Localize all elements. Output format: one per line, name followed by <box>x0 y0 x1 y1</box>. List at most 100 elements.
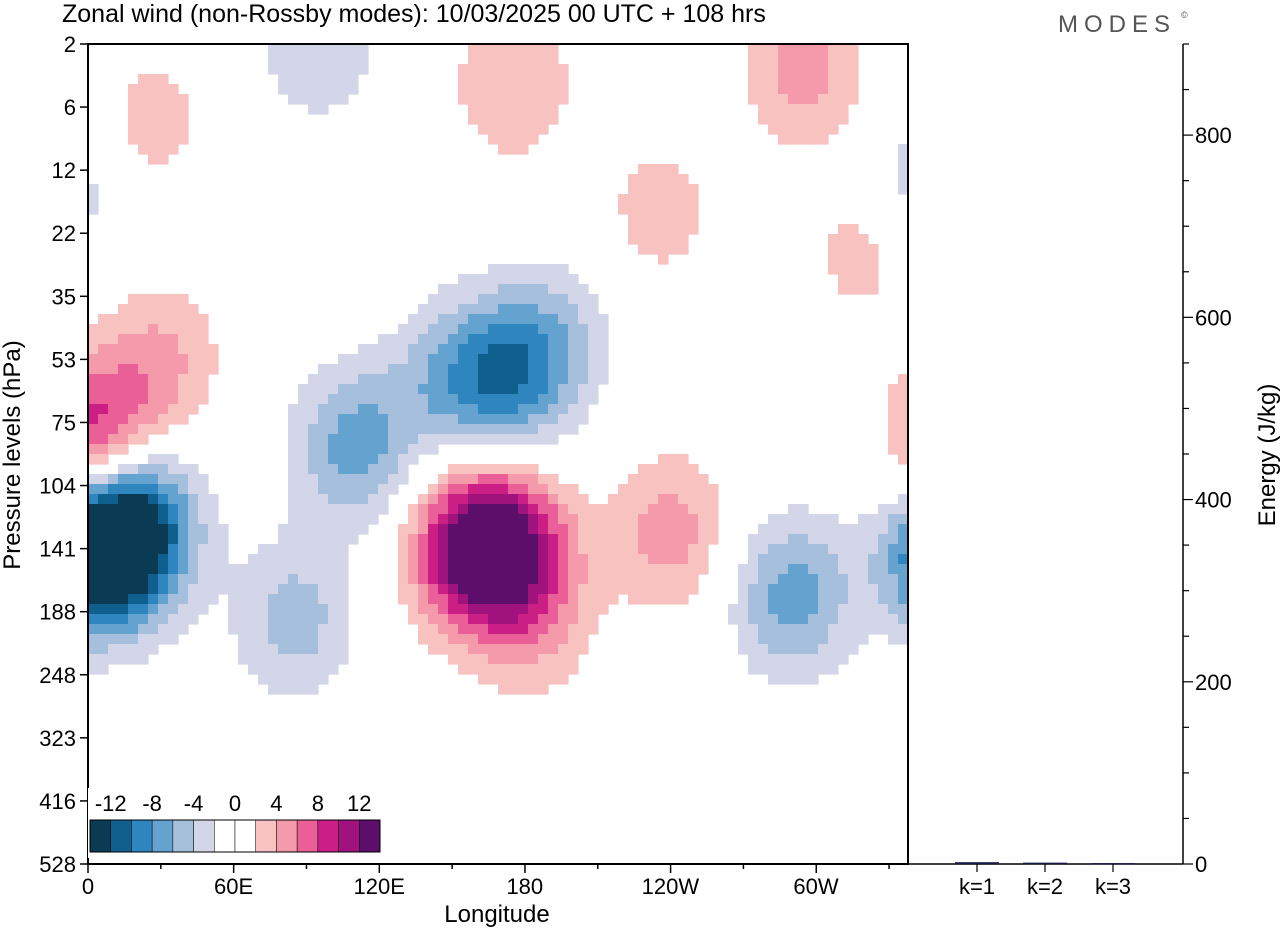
heatmap-cell <box>808 54 819 65</box>
heatmap-cell <box>628 474 639 485</box>
heatmap-cell <box>558 514 569 525</box>
heatmap-cell <box>558 64 569 75</box>
heatmap-cell <box>538 414 549 425</box>
heatmap-cell <box>568 364 579 375</box>
heatmap-cell <box>628 194 639 205</box>
heatmap-cell <box>418 324 429 335</box>
heatmap-cell <box>548 374 559 385</box>
heatmap-cell <box>688 524 699 535</box>
heatmap-cell <box>548 424 559 435</box>
heatmap-cell <box>338 634 349 645</box>
heatmap-cell <box>848 524 859 535</box>
heatmap-cell <box>468 364 479 375</box>
heatmap-cell <box>488 604 499 615</box>
heatmap-cell <box>648 584 659 595</box>
heatmap-cell <box>758 554 769 565</box>
heatmap-cell <box>548 494 559 505</box>
heatmap-cell <box>468 414 479 425</box>
heatmap-cell <box>778 614 789 625</box>
heatmap-cell <box>308 614 319 625</box>
heatmap-cell <box>898 434 909 445</box>
heatmap-cell <box>358 494 369 505</box>
heatmap-cell <box>288 454 299 465</box>
x-tick-label: 60W <box>793 874 838 899</box>
heatmap-cell <box>578 364 589 375</box>
heatmap-cell <box>858 634 869 645</box>
heatmap-cell <box>488 364 499 375</box>
x-axis: 0 60E 120E 180 120W 60W <box>82 864 890 899</box>
heatmap-cell <box>788 614 799 625</box>
heatmap-cell <box>268 624 279 635</box>
heatmap-cell <box>788 574 799 585</box>
heatmap-cell <box>828 604 839 615</box>
heatmap-cell <box>588 564 599 575</box>
heatmap-cell <box>338 84 349 95</box>
heatmap-cell <box>758 634 769 645</box>
heatmap-cell <box>538 644 549 655</box>
heatmap-cell <box>378 364 389 375</box>
heatmap-cell <box>458 314 469 325</box>
heatmap-cell <box>668 224 679 235</box>
heatmap-cell <box>448 464 459 475</box>
heatmap-cell <box>348 424 359 435</box>
heatmap-cell <box>228 614 239 625</box>
heatmap-cell <box>648 164 659 175</box>
heatmap-cell <box>778 134 789 145</box>
heatmap-cell <box>658 174 669 185</box>
heatmap-cell <box>148 114 159 125</box>
heatmap-cell <box>848 584 859 595</box>
heatmap-cell <box>418 584 429 595</box>
heatmap-cell <box>768 524 779 535</box>
heatmap-cell <box>518 304 529 315</box>
heatmap-cell <box>298 404 309 415</box>
heatmap-cell <box>268 674 279 685</box>
heatmap-cell <box>468 374 479 385</box>
heatmap-cell <box>88 594 99 605</box>
heatmap-cell <box>388 464 399 475</box>
energy-y-tick-label: 400 <box>1195 488 1232 513</box>
heatmap-cell <box>898 184 909 195</box>
heatmap-cell <box>338 424 349 435</box>
heatmap-cell <box>528 554 539 565</box>
heatmap-cell <box>508 504 519 515</box>
heatmap-cell <box>308 104 319 115</box>
heatmap-cell <box>828 644 839 655</box>
heatmap-cell <box>208 594 219 605</box>
heatmap-cell <box>88 424 99 435</box>
heatmap-cell <box>328 654 339 665</box>
heatmap-cell <box>258 544 269 555</box>
heatmap-cell <box>348 534 359 545</box>
heatmap-cell <box>328 574 339 585</box>
heatmap-cell <box>628 184 639 195</box>
heatmap-cell <box>108 634 119 645</box>
heatmap-cell <box>648 234 659 245</box>
heatmap-cell <box>818 564 829 575</box>
heatmap-cell <box>448 364 459 375</box>
heatmap-cell <box>748 654 759 665</box>
heatmap-cell <box>158 144 169 155</box>
heatmap-cell <box>558 304 569 315</box>
heatmap-cell <box>348 364 359 375</box>
heatmap-cell <box>618 514 629 525</box>
heatmap-cell <box>498 474 509 485</box>
heatmap-cell <box>188 334 199 345</box>
heatmap-cell <box>538 314 549 325</box>
heatmap-cell <box>528 544 539 555</box>
heatmap-cell <box>888 634 899 645</box>
heatmap-cell <box>88 184 99 195</box>
heatmap-cell <box>518 484 529 495</box>
heatmap-cell <box>338 574 349 585</box>
heatmap-cell <box>358 44 369 55</box>
heatmap-cell <box>838 244 849 255</box>
heatmap-cell <box>398 334 409 345</box>
heatmap-cell <box>488 534 499 545</box>
heatmap-cell <box>528 134 539 145</box>
heatmap-cell <box>278 554 289 565</box>
heatmap-cell <box>198 494 209 505</box>
heatmap-cell <box>628 534 639 545</box>
heatmap-cell <box>838 574 849 585</box>
energy-y-tick-label: 0 <box>1195 852 1207 877</box>
heatmap-cell <box>228 604 239 615</box>
heatmap-cell <box>388 354 399 365</box>
heatmap-cell <box>788 94 799 105</box>
